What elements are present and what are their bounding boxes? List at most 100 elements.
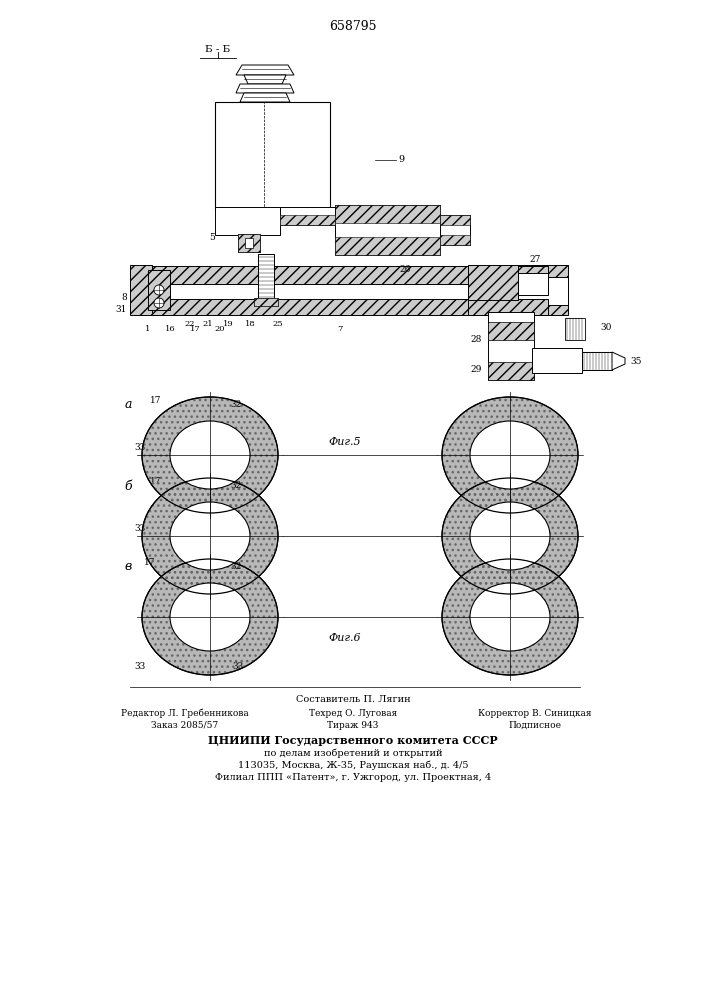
Text: 33: 33 bbox=[134, 524, 145, 533]
Text: 21: 21 bbox=[203, 320, 214, 328]
Text: Б - Б: Б - Б bbox=[205, 45, 230, 54]
Text: 17: 17 bbox=[144, 558, 156, 567]
Ellipse shape bbox=[470, 502, 550, 570]
Text: Филиал ППП «Патент», г. Ужгород, ул. Проектная, 4: Филиал ППП «Патент», г. Ужгород, ул. Про… bbox=[215, 772, 491, 782]
Ellipse shape bbox=[442, 559, 578, 675]
Ellipse shape bbox=[142, 397, 278, 513]
Bar bbox=[280, 207, 335, 225]
Text: 34: 34 bbox=[222, 598, 233, 607]
Text: 28: 28 bbox=[471, 336, 482, 344]
Text: 32: 32 bbox=[230, 481, 241, 490]
Text: 33: 33 bbox=[134, 443, 145, 452]
Bar bbox=[258, 254, 274, 300]
Text: 19: 19 bbox=[223, 320, 233, 328]
Text: 9: 9 bbox=[398, 155, 404, 164]
Bar bbox=[518, 265, 568, 315]
Text: 33: 33 bbox=[134, 662, 145, 671]
Bar bbox=[582, 352, 612, 370]
Text: 30: 30 bbox=[600, 324, 612, 332]
Text: 25: 25 bbox=[273, 320, 284, 328]
Text: по делам изобретений и открытий: по делам изобретений и открытий bbox=[264, 748, 443, 758]
Ellipse shape bbox=[442, 478, 578, 594]
Bar bbox=[254, 298, 278, 306]
Text: б: б bbox=[124, 480, 132, 492]
Text: Корректор В. Синицкая: Корректор В. Синицкая bbox=[478, 708, 592, 718]
Text: Тираж 943: Тираж 943 bbox=[327, 720, 379, 730]
Ellipse shape bbox=[470, 583, 550, 651]
Text: 18: 18 bbox=[245, 320, 255, 328]
Bar bbox=[148, 270, 170, 310]
Text: 34: 34 bbox=[222, 517, 233, 526]
Text: Составитель П. Лягин: Составитель П. Лягин bbox=[296, 694, 410, 704]
Bar bbox=[238, 234, 260, 252]
Bar bbox=[468, 299, 548, 315]
Polygon shape bbox=[244, 75, 286, 84]
Text: 20: 20 bbox=[215, 325, 226, 333]
Text: Заказ 2085/57: Заказ 2085/57 bbox=[151, 720, 218, 730]
Text: 17: 17 bbox=[189, 325, 200, 333]
Bar bbox=[335, 237, 440, 255]
Ellipse shape bbox=[170, 583, 250, 651]
Text: Фиг.5: Фиг.5 bbox=[329, 437, 361, 447]
Polygon shape bbox=[236, 84, 294, 93]
Text: 17: 17 bbox=[150, 396, 161, 405]
Text: 27: 27 bbox=[530, 255, 541, 264]
Bar bbox=[488, 312, 534, 380]
Text: Подписное: Подписное bbox=[508, 720, 561, 730]
Text: 26: 26 bbox=[399, 265, 411, 274]
Ellipse shape bbox=[470, 421, 550, 489]
Text: 5: 5 bbox=[209, 233, 215, 242]
Bar bbox=[245, 238, 253, 248]
Ellipse shape bbox=[442, 397, 578, 513]
Bar bbox=[148, 299, 468, 315]
Bar bbox=[335, 205, 440, 255]
Text: ЦНИИПИ Государственного комитета СССР: ЦНИИПИ Государственного комитета СССР bbox=[208, 736, 498, 746]
Bar bbox=[440, 235, 470, 245]
Ellipse shape bbox=[170, 502, 250, 570]
Polygon shape bbox=[236, 65, 294, 75]
Text: 35: 35 bbox=[630, 358, 641, 366]
Bar bbox=[468, 266, 548, 284]
Text: 17: 17 bbox=[150, 477, 161, 486]
Ellipse shape bbox=[142, 559, 278, 675]
Text: 7: 7 bbox=[337, 325, 343, 333]
Bar bbox=[238, 234, 260, 252]
Bar bbox=[148, 266, 468, 284]
Polygon shape bbox=[240, 93, 290, 102]
Circle shape bbox=[154, 285, 164, 295]
Text: 8: 8 bbox=[121, 292, 127, 302]
Text: Техред О. Луговая: Техред О. Луговая bbox=[309, 708, 397, 718]
Text: 658795: 658795 bbox=[329, 20, 377, 33]
Text: 16: 16 bbox=[165, 325, 175, 333]
Text: 31: 31 bbox=[116, 306, 127, 314]
Polygon shape bbox=[612, 352, 625, 370]
Bar bbox=[468, 265, 518, 300]
Text: 1: 1 bbox=[146, 325, 151, 333]
Bar bbox=[130, 265, 152, 315]
Text: Фиг.6: Фиг.6 bbox=[329, 633, 361, 643]
Bar bbox=[488, 362, 534, 380]
Text: а: а bbox=[124, 398, 132, 412]
Bar bbox=[440, 215, 470, 225]
Bar bbox=[215, 102, 330, 210]
Bar bbox=[254, 298, 278, 306]
Circle shape bbox=[154, 298, 164, 308]
Bar bbox=[518, 273, 548, 295]
Bar bbox=[532, 348, 582, 373]
Bar bbox=[335, 205, 440, 223]
Bar bbox=[440, 215, 470, 245]
Bar bbox=[215, 207, 280, 235]
Bar bbox=[148, 282, 468, 300]
Text: в: в bbox=[124, 560, 132, 574]
Polygon shape bbox=[565, 318, 585, 340]
Bar bbox=[488, 322, 534, 340]
Text: 113035, Москва, Ж-35, Раушская наб., д. 4/5: 113035, Москва, Ж-35, Раушская наб., д. … bbox=[238, 760, 468, 770]
Text: Редактор Л. Гребенникова: Редактор Л. Гребенникова bbox=[121, 708, 249, 718]
Ellipse shape bbox=[170, 421, 250, 489]
Bar bbox=[280, 215, 335, 225]
Text: 32: 32 bbox=[230, 400, 241, 409]
Text: 29: 29 bbox=[471, 365, 482, 374]
Text: 34: 34 bbox=[222, 436, 233, 445]
Text: 33: 33 bbox=[232, 662, 243, 671]
Ellipse shape bbox=[142, 478, 278, 594]
